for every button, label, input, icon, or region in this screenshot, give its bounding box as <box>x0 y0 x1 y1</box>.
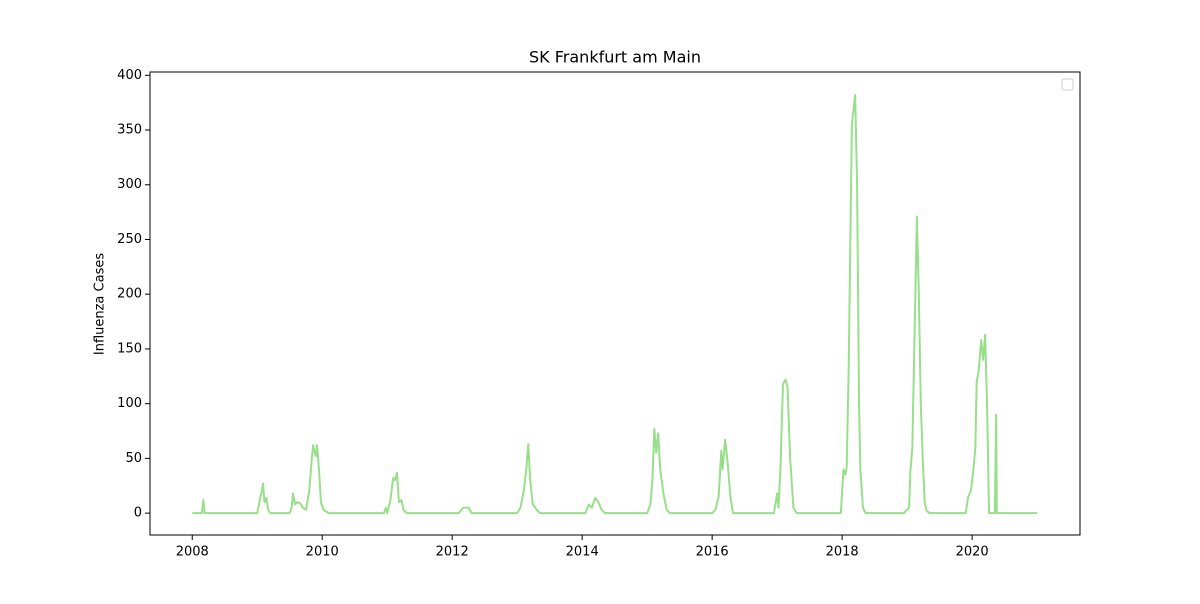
y-tick-label: 400 <box>117 68 142 83</box>
y-tick-label: 200 <box>117 287 142 302</box>
legend-box <box>1061 78 1074 91</box>
y-tick-label: 150 <box>117 341 142 356</box>
plot-frame <box>149 71 1081 536</box>
x-tick-label: 2014 <box>566 545 599 560</box>
y-axis-label: Influenza Cases <box>93 253 108 355</box>
y-tick-label: 300 <box>117 177 142 192</box>
y-tick-label: 0 <box>134 506 142 521</box>
x-tick-label: 2020 <box>956 545 989 560</box>
series-line <box>192 93 1038 515</box>
x-tick-label: 2010 <box>306 545 339 560</box>
x-tick-label: 2008 <box>176 545 209 560</box>
y-tick-label: 100 <box>117 396 142 411</box>
y-tick-label: 250 <box>117 232 142 247</box>
chart-title: SK Frankfurt am Main <box>529 48 701 67</box>
x-tick-label: 2012 <box>436 545 469 560</box>
x-tick-label: 2018 <box>826 545 859 560</box>
y-tick-label: 50 <box>125 451 142 466</box>
y-tick-label: 350 <box>117 123 142 138</box>
x-tick-label: 2016 <box>696 545 729 560</box>
